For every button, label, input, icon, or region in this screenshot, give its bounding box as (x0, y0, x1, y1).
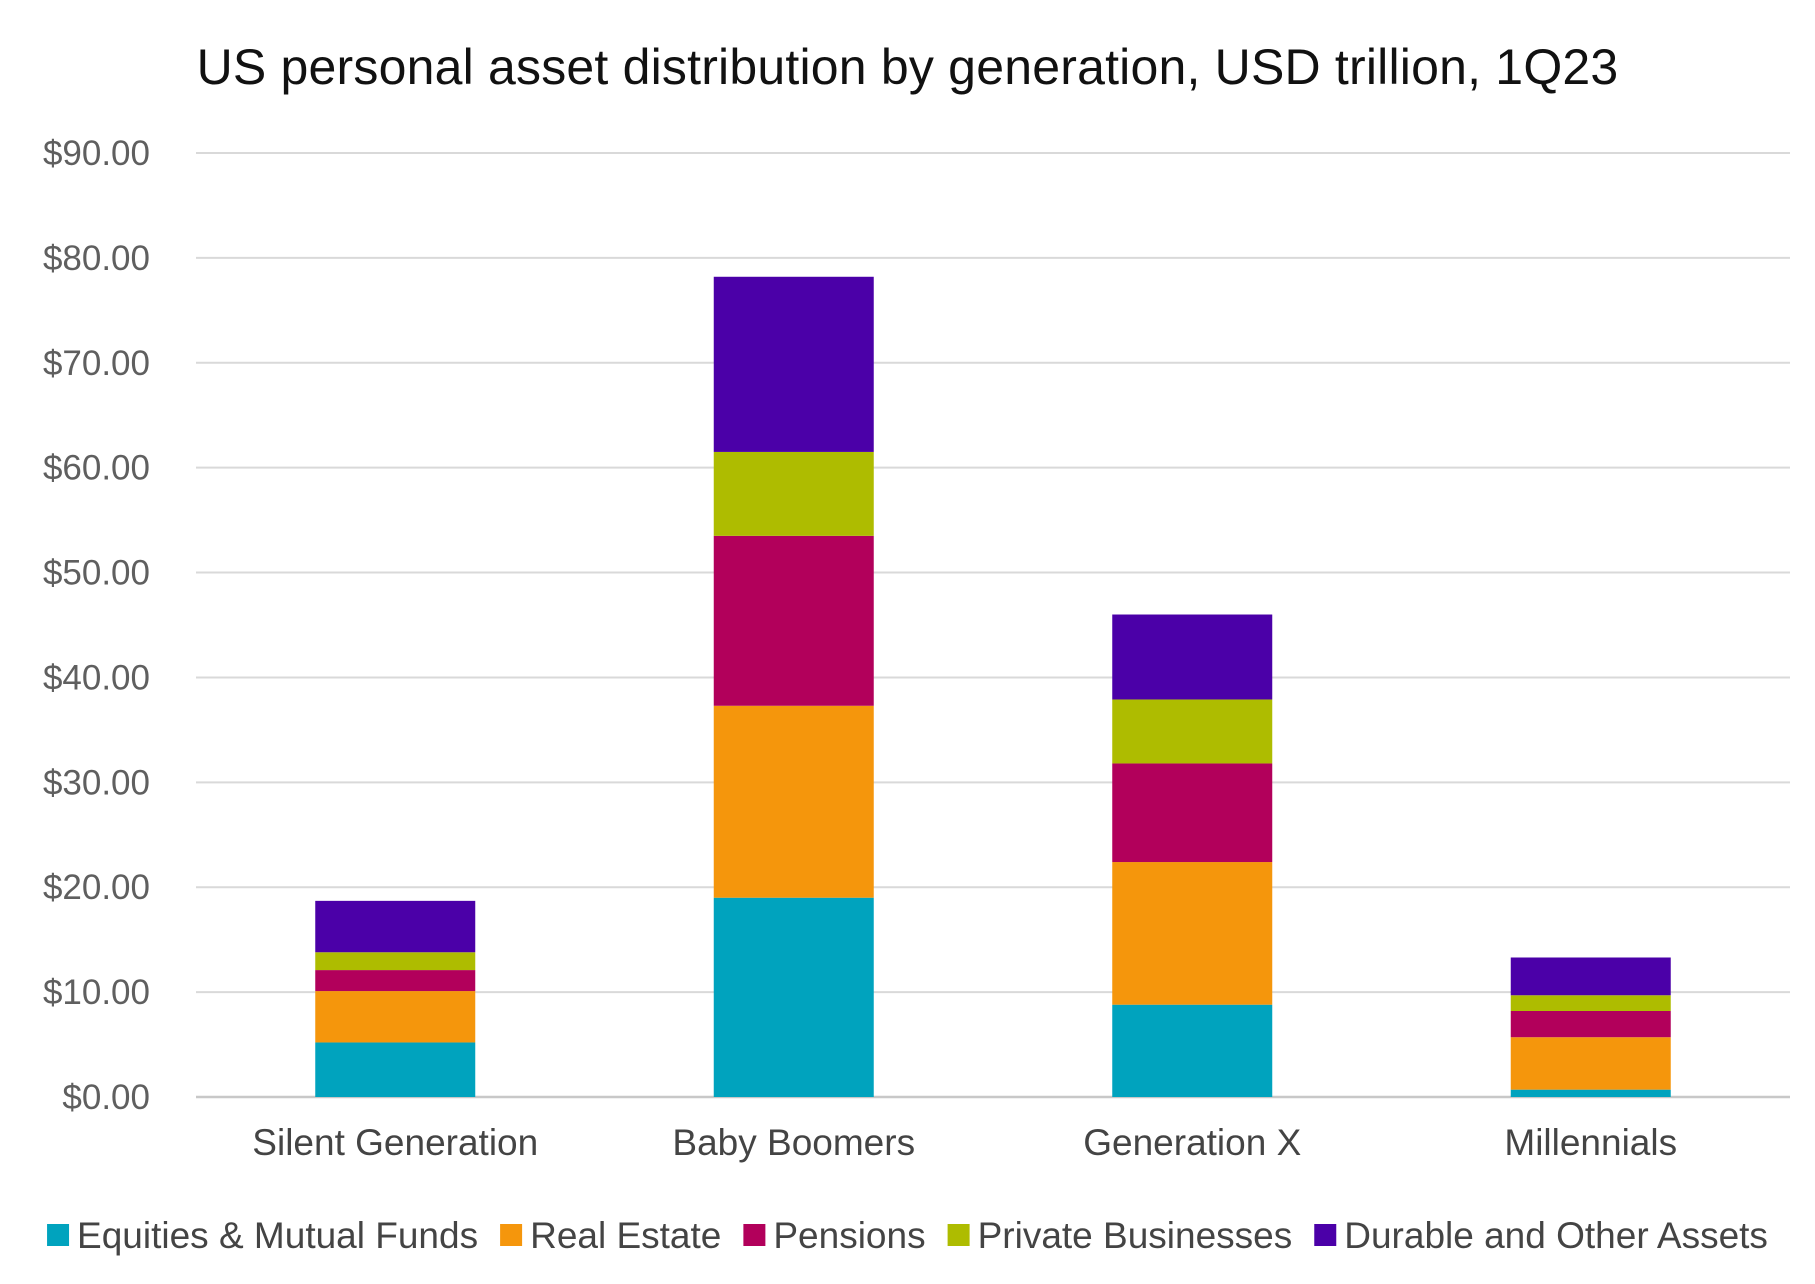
y-tick-label: $80.00 (43, 239, 150, 278)
bar-segment (1112, 862, 1273, 1005)
bar-segment (713, 705, 874, 898)
chart-title: US personal asset distribution by genera… (196, 39, 1619, 95)
legend-swatch (947, 1224, 970, 1246)
legend: Equities & Mutual Funds Real Estate Pensio… (47, 1215, 1768, 1256)
y-tick-label: $70.00 (43, 344, 150, 383)
bars (315, 276, 1671, 1097)
bar-segment (1510, 995, 1671, 1011)
bar-segment (1112, 763, 1273, 863)
bar-segment (1510, 1089, 1671, 1097)
y-tick-label: $10.00 (43, 973, 150, 1012)
bar-segment (713, 535, 874, 706)
x-category-label: Baby Boomers (672, 1122, 915, 1163)
bar-segment (1510, 957, 1671, 996)
legend-swatch (47, 1224, 70, 1246)
y-tick-label: $50.00 (43, 554, 150, 593)
y-tick-label: $0.00 (62, 1078, 150, 1117)
legend-item: Equities & Mutual Funds (47, 1215, 478, 1256)
bar-segment (1510, 1037, 1671, 1090)
legend-swatch (1314, 1224, 1337, 1246)
legend-label: Private Businesses (978, 1215, 1293, 1256)
legend-swatch (743, 1224, 766, 1246)
x-category-label: Silent Generation (252, 1122, 538, 1163)
bar-segment (315, 952, 476, 971)
y-tick-label: $60.00 (43, 449, 150, 488)
y-tick-label: $20.00 (43, 868, 150, 907)
legend-item: Real Estate (500, 1215, 721, 1256)
bar-segment (713, 451, 874, 536)
y-axis-tick-labels: $0.00 $10.00 $20.00 $30.00 $40.00 $50.00 $60.0… (43, 134, 150, 1117)
bar-segment (713, 276, 874, 452)
legend-label: Durable and Other Assets (1344, 1215, 1768, 1256)
bar-segment (315, 900, 476, 953)
legend-item: Durable and Other Assets (1314, 1215, 1768, 1256)
y-tick-label: $30.00 (43, 763, 150, 802)
x-axis: Silent Generation Baby Boomers Generation … (252, 1122, 1677, 1163)
y-tick-label: $40.00 (43, 658, 150, 697)
x-category-label: Millennials (1504, 1122, 1677, 1163)
legend-item: Pensions (743, 1215, 926, 1256)
legend-label: Pensions (773, 1215, 925, 1256)
legend-label: Real Estate (530, 1215, 721, 1256)
legend-label: Equities & Mutual Funds (77, 1215, 478, 1256)
bar-segment (1112, 614, 1273, 700)
bar-segment (1510, 1010, 1671, 1038)
y-tick-label: $90.00 (43, 134, 150, 173)
bar-segment (315, 970, 476, 992)
bar-segment (713, 897, 874, 1097)
bar-segment (1112, 1004, 1273, 1097)
bar-segment (315, 991, 476, 1043)
x-category-label: Generation X (1083, 1122, 1301, 1163)
bar-segment (1112, 699, 1273, 764)
gridlines (196, 152, 1790, 1099)
bar-segment (315, 1042, 476, 1097)
legend-item: Private Businesses (947, 1215, 1293, 1256)
legend-swatch (500, 1224, 523, 1246)
